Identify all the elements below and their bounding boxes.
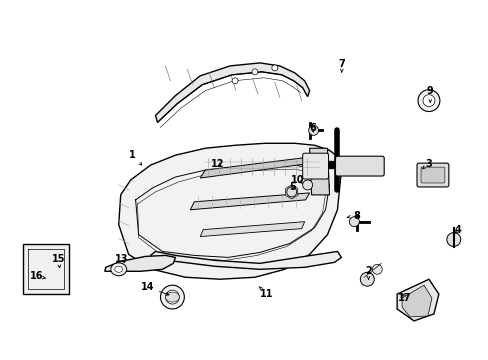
Text: 8: 8 — [346, 211, 359, 221]
Text: 14: 14 — [140, 282, 169, 295]
Circle shape — [160, 285, 184, 309]
Ellipse shape — [165, 292, 179, 302]
Text: 15: 15 — [52, 253, 65, 268]
Polygon shape — [119, 143, 341, 279]
Polygon shape — [155, 63, 309, 122]
Ellipse shape — [115, 266, 122, 272]
Circle shape — [271, 65, 277, 71]
Ellipse shape — [111, 263, 126, 276]
Circle shape — [165, 290, 179, 304]
Text: 3: 3 — [421, 159, 431, 169]
Text: 2: 2 — [365, 266, 371, 279]
Circle shape — [232, 78, 238, 84]
Text: 5: 5 — [289, 182, 296, 192]
Circle shape — [349, 217, 359, 227]
FancyBboxPatch shape — [335, 156, 384, 176]
Text: 17: 17 — [397, 293, 411, 303]
Polygon shape — [190, 193, 309, 210]
Polygon shape — [200, 155, 324, 178]
Circle shape — [360, 272, 373, 286]
Circle shape — [302, 180, 312, 190]
Text: 11: 11 — [259, 287, 273, 299]
Polygon shape — [104, 255, 175, 271]
Text: 1: 1 — [129, 150, 142, 165]
Ellipse shape — [112, 264, 125, 275]
Circle shape — [308, 125, 318, 135]
Polygon shape — [23, 244, 69, 294]
Text: 13: 13 — [115, 253, 128, 264]
Polygon shape — [396, 279, 438, 321]
Circle shape — [286, 187, 296, 197]
Polygon shape — [150, 251, 341, 269]
Text: 7: 7 — [338, 59, 345, 72]
Circle shape — [417, 90, 439, 112]
FancyBboxPatch shape — [416, 163, 448, 187]
Circle shape — [422, 95, 434, 107]
Circle shape — [446, 233, 460, 247]
Text: 16: 16 — [30, 271, 46, 282]
Polygon shape — [309, 148, 329, 195]
Text: 6: 6 — [308, 123, 315, 133]
FancyBboxPatch shape — [420, 167, 444, 183]
Text: 10: 10 — [291, 175, 304, 185]
Text: 9: 9 — [426, 86, 433, 102]
Circle shape — [371, 264, 382, 274]
FancyBboxPatch shape — [302, 153, 328, 179]
Text: 4: 4 — [454, 225, 461, 235]
Polygon shape — [401, 285, 431, 317]
Text: 12: 12 — [211, 159, 224, 169]
Circle shape — [251, 69, 257, 75]
Polygon shape — [200, 222, 304, 237]
